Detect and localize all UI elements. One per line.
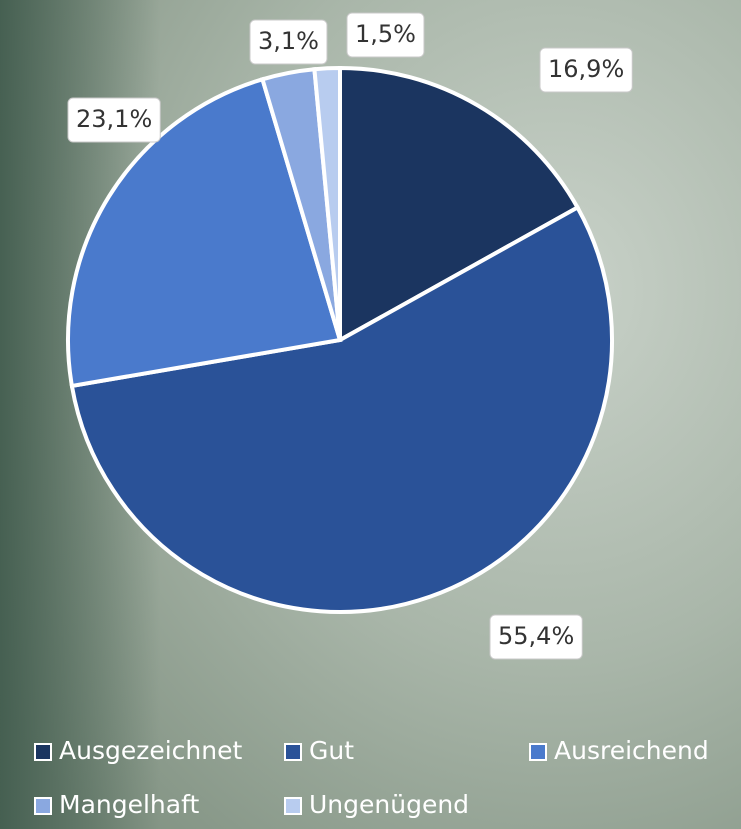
legend-label: Ausgezeichnet [59,736,242,765]
data-label: 55,4% [498,622,574,650]
legend-swatch [34,743,52,761]
pie-slice [312,65,342,341]
legend-swatch [284,797,302,815]
pie-slice [69,204,614,614]
legend-swatch [34,797,52,815]
data-label-box [249,19,328,65]
legend-label: Ausreichend [554,736,709,765]
data-label-box [539,47,633,93]
legend-label: Ungenügend [309,790,469,819]
pie-slice [338,65,581,344]
data-label-box [67,97,161,143]
data-label: 16,9% [548,55,624,83]
data-label: 1,5% [355,20,416,48]
data-label: 3,1% [258,27,319,55]
data-label-box [489,614,583,660]
pie-slice [66,76,343,389]
legend-label: Mangelhaft [59,790,199,819]
data-label-box [346,12,425,58]
legend-label: Gut [309,736,354,765]
legend-swatch [284,743,302,761]
legend-swatch [529,743,547,761]
data-label: 23,1% [76,105,152,133]
